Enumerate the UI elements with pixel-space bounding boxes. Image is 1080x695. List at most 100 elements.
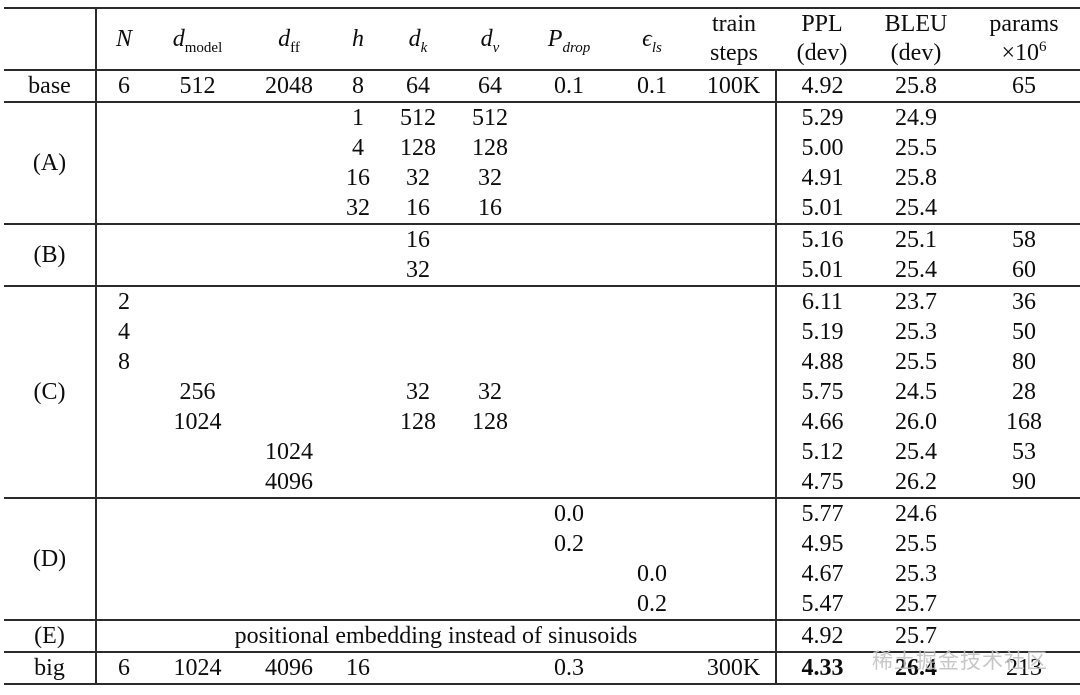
table-cell: 24.9 (868, 101, 964, 133)
table-cell (612, 163, 692, 193)
table-cell (964, 163, 1080, 193)
table-cell: 32 (406, 256, 430, 283)
table-cell (454, 589, 526, 620)
table-cell (964, 133, 1080, 163)
table-cell: 5.75 (775, 377, 868, 407)
table-cell (454, 255, 526, 286)
table-cell: 4.75 (775, 467, 868, 498)
table-cell (244, 193, 334, 224)
table-cell (334, 223, 382, 255)
table-cell (96, 529, 151, 559)
header-empty-cell (4, 7, 97, 71)
span-text-cell: positional embedding instead of sinusoid… (96, 619, 776, 652)
table-cell (151, 467, 244, 498)
table-row: (D) 0.0 5.77 24.6 (4, 497, 1080, 620)
table-cell (454, 285, 526, 317)
table-cell (526, 559, 612, 589)
column-header: ϵls (612, 7, 692, 71)
table-cell: 5.29 (775, 101, 868, 133)
table-cell: 50 (1012, 318, 1036, 345)
table-row: 4 128 128 5.00 25.5 (4, 133, 1080, 163)
table-cell: 4.92 (775, 69, 868, 102)
table-cell: 5.00 (775, 133, 868, 163)
table-cell (244, 255, 334, 286)
table-cell: 512 (382, 101, 454, 133)
table-row: 8 4.88 25.5 80 (4, 347, 1080, 377)
column-header: dv (454, 7, 526, 71)
section-label: (B) (4, 223, 97, 286)
table-cell: 1024 (265, 438, 313, 465)
table-body: base 6 512 2048 8 64 64 0.1 0.1 100K 4.92 25.8 65 (A)… (4, 69, 1080, 685)
table-cell: 5.01 (775, 193, 868, 224)
table-cell (964, 497, 1080, 529)
table-cell: 4.88 (775, 347, 868, 377)
table-cell: 2048 (244, 69, 334, 102)
table-cell: 2 (96, 285, 151, 317)
table-cell: 5.01 (775, 255, 868, 286)
table-cell (692, 467, 776, 498)
column-header: PPL (dev) (776, 7, 868, 71)
table-row: 32 5.01 25.4 60 (4, 255, 1080, 286)
table-cell (334, 589, 382, 620)
table-cell (454, 437, 526, 467)
table-cell (96, 101, 151, 133)
table-cell (692, 317, 776, 347)
table-cell (612, 133, 692, 163)
table-cell (151, 133, 244, 163)
table-cell (151, 497, 244, 529)
table-cell: 168 (1006, 408, 1042, 435)
table-cell: 4096 (244, 651, 334, 685)
table-cell (334, 255, 382, 286)
section-label: (E) (4, 619, 97, 652)
table-cell (526, 317, 612, 347)
table-row: 1024 128 128 4.66 26.0 168 (4, 407, 1080, 437)
table-cell (526, 255, 612, 286)
table-cell: 25.4 (895, 194, 937, 221)
table-cell (151, 101, 244, 133)
table-row: 0.0 4.67 25.3 (4, 559, 1080, 589)
table-cell: 36 (964, 285, 1080, 317)
table-cell (964, 589, 1080, 620)
table-cell: 32 (346, 194, 370, 221)
table-cell: 128 (472, 408, 508, 435)
table-cell: 16 (406, 194, 430, 221)
table-cell: 0.2 (637, 590, 667, 617)
table-cell (692, 193, 776, 224)
table-cell (454, 497, 526, 529)
table-cell: 512 (151, 69, 244, 102)
table-row: 256 32 32 5.75 24.5 28 (4, 377, 1080, 407)
table-cell (151, 347, 244, 377)
table-cell (692, 285, 776, 317)
table-cell: 256 (179, 378, 216, 405)
table-cell: 16 (478, 194, 502, 221)
column-header: train steps (692, 7, 776, 71)
table-cell: 25.4 (895, 438, 937, 465)
table-cell: 4.67 (775, 559, 868, 589)
table-cell: 4.92 (775, 619, 868, 652)
table-cell (692, 589, 776, 620)
table-cell (96, 133, 151, 163)
table-row: 0.2 4.95 25.5 (4, 529, 1080, 559)
table-cell: 213 (964, 651, 1080, 685)
table-cell (382, 589, 454, 620)
table-cell: 4096 (265, 468, 313, 495)
table-cell: 25.3 (895, 560, 937, 587)
table-row: 16 32 32 4.91 25.8 (4, 163, 1080, 193)
table-cell: 53 (1012, 438, 1036, 465)
table-row: 32 16 16 5.01 25.4 (4, 193, 1080, 224)
table-cell: 26.4 (868, 651, 964, 685)
table-cell (96, 437, 151, 467)
table-cell (334, 437, 382, 467)
table-cell (151, 317, 244, 347)
table-cell (334, 559, 382, 589)
table-row: (A) 1 512 512 5.29 24.9 (4, 101, 1080, 224)
table-cell (612, 347, 692, 377)
table-cell (526, 347, 612, 377)
table-row: base 6 512 2048 8 64 64 0.1 0.1 100K 4.92 25.8 65 (4, 69, 1080, 102)
table-cell (334, 285, 382, 317)
table-cell (334, 529, 382, 559)
table-cell (382, 317, 454, 347)
table-cell (692, 163, 776, 193)
table-cell (692, 377, 776, 407)
